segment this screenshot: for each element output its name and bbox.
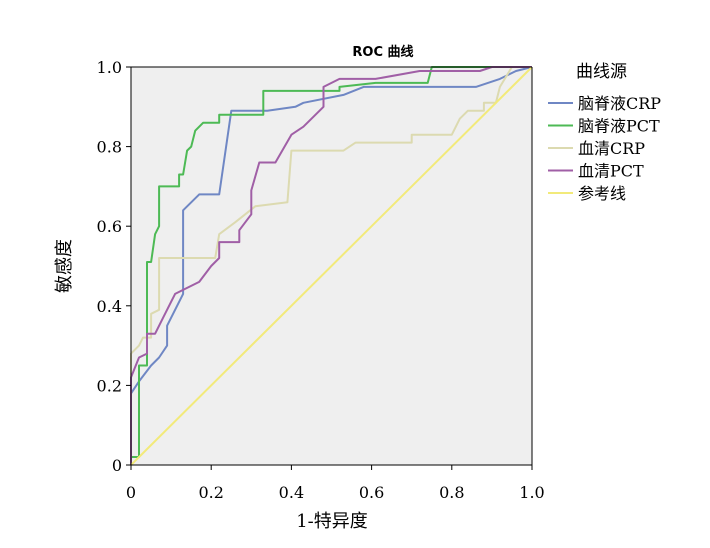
legend-label: 脑脊液CRP xyxy=(578,94,661,113)
series-line-2 xyxy=(130,66,532,465)
x-tick-label: 0.2 xyxy=(198,483,223,502)
legend-label: 血清CRP xyxy=(578,139,645,158)
y-tick-label: 0.4 xyxy=(97,297,122,316)
legend-label: 血清PCT xyxy=(578,162,644,181)
y-tick-label: 0 xyxy=(112,456,122,475)
legend-title: 曲线源 xyxy=(576,62,627,82)
x-tick-label: 0.6 xyxy=(359,483,384,502)
series-line-1 xyxy=(130,66,533,465)
y-tick-label: 0.8 xyxy=(97,138,122,157)
tick-layer: 0 0.2 0.4 0.6 0.8 1.0 0 0.2 0.4 0.6 0.8 1.0 xyxy=(97,58,545,502)
y-tick-label: 1.0 xyxy=(97,58,122,77)
legend-label: 脑脊液PCT xyxy=(578,117,660,136)
x-tick-label: 1.0 xyxy=(519,483,544,502)
series-line-5 xyxy=(130,66,533,466)
series-line-3 xyxy=(130,66,532,465)
chart-title: ROC 曲线 xyxy=(352,44,413,60)
series-line-4 xyxy=(130,66,532,465)
x-axis-title: 1-特异度 xyxy=(296,511,368,532)
x-tick-label: 0.8 xyxy=(439,483,464,502)
y-tick-label: 0.2 xyxy=(97,376,122,395)
legend-label: 参考线 xyxy=(578,184,626,203)
x-tick-label: 0.4 xyxy=(279,483,304,502)
legend: 脑脊液CRP 脑脊液PCT 血清CRP 血清PCT 参考线 xyxy=(548,94,661,203)
y-axis-title: 敏感度 xyxy=(54,239,75,293)
y-tick-label: 0.6 xyxy=(97,217,122,236)
series-layer xyxy=(130,66,533,466)
x-tick-label: 0 xyxy=(126,483,136,502)
